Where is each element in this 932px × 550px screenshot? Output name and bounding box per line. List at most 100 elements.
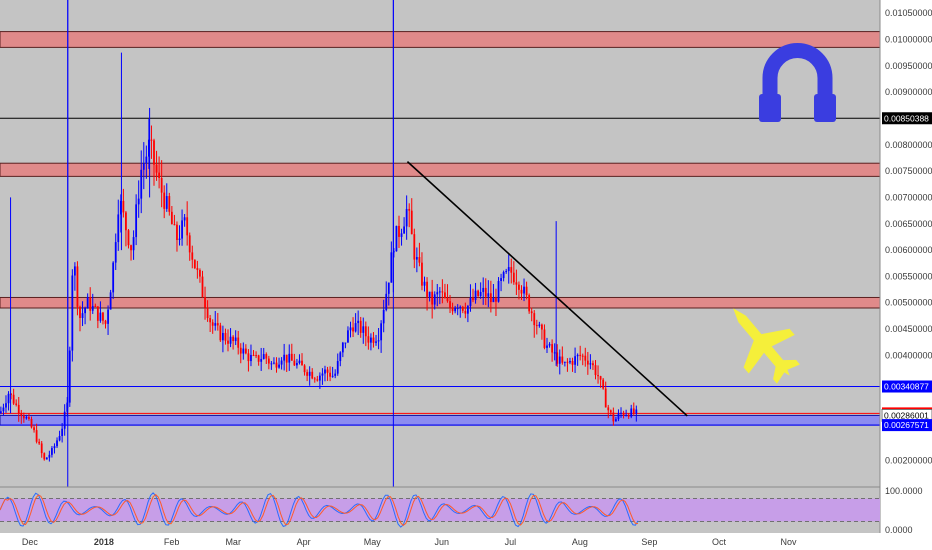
candle-body	[117, 214, 120, 243]
price-label-box	[882, 112, 932, 125]
candle-body	[142, 163, 145, 170]
candle-body	[431, 291, 434, 305]
candle-body	[357, 320, 360, 324]
candle-body	[362, 326, 365, 333]
candle-body	[216, 323, 219, 326]
time-tick-label: 2018	[94, 537, 114, 547]
candle-body	[410, 210, 413, 235]
candle-body	[538, 324, 541, 326]
plot-background	[0, 0, 880, 487]
stochastic-oscillator	[0, 492, 880, 528]
candle-body	[94, 305, 97, 307]
candle-body	[275, 362, 278, 368]
candle-body	[222, 332, 224, 341]
fighter-jet-icon	[733, 308, 800, 384]
candle-body	[84, 308, 86, 314]
candle-body	[247, 353, 250, 362]
candle-body	[86, 297, 89, 309]
candle-body	[454, 308, 457, 312]
time-tick-label: Sep	[641, 537, 657, 547]
candle-body	[617, 413, 620, 420]
candle-body	[449, 301, 451, 308]
candle-body	[183, 217, 186, 221]
time-tick-label: Apr	[297, 537, 311, 547]
candle-body	[104, 320, 107, 324]
oscillator-d-line	[0, 493, 639, 527]
horizontal-levels	[0, 117, 880, 426]
oscillator-tick-label: 100.0000	[885, 486, 923, 496]
candle-body	[43, 453, 46, 460]
candle-body	[512, 272, 515, 283]
time-axis[interactable]: Dec 2018 Feb Mar Apr May Jun Jul Aug Sep Oct Nov	[22, 537, 797, 547]
price-tick-label: 0.00950000	[885, 61, 932, 71]
candle-body	[464, 310, 467, 314]
candle-body	[418, 257, 421, 263]
candle-body	[15, 403, 18, 405]
candle-body	[255, 355, 257, 357]
candle-body	[354, 323, 357, 332]
candle-body	[181, 220, 183, 239]
candle-body	[563, 361, 566, 363]
candle-body	[415, 257, 418, 260]
candle-body	[339, 352, 342, 362]
candle-body	[56, 440, 58, 447]
candle-body	[313, 378, 316, 380]
price-label-text: 0.00267571	[884, 420, 929, 430]
candle-body	[168, 196, 171, 212]
candle-body	[459, 306, 462, 309]
candle-body	[252, 354, 255, 356]
candle-body	[234, 337, 237, 342]
candle-body	[607, 407, 610, 411]
candle-body	[278, 364, 280, 368]
candle-body	[456, 308, 459, 310]
candle-body	[153, 140, 155, 165]
candle-body	[377, 340, 380, 342]
candle-body	[45, 457, 48, 460]
candle-body	[474, 290, 477, 301]
trendline[interactable]	[406, 161, 688, 417]
candle-body	[444, 292, 446, 299]
price-axis[interactable]: 0.00200000 0.00400000 0.00450000 0.00500000…	[885, 8, 932, 466]
resistance-zone	[0, 162, 881, 177]
candle-body	[392, 251, 395, 253]
candle-body	[30, 418, 33, 428]
candle-body	[421, 262, 423, 286]
candle-body	[395, 225, 398, 252]
time-tick-label: Jul	[505, 537, 517, 547]
candle-body	[288, 353, 291, 363]
candle-body	[548, 344, 551, 346]
candle-body	[586, 360, 589, 365]
candle-body	[125, 212, 127, 231]
candle-body	[257, 355, 260, 362]
candle-body	[250, 354, 252, 362]
candle-body	[520, 289, 523, 294]
time-tick-label: Aug	[572, 537, 588, 547]
candle-body	[492, 297, 495, 303]
candle-body	[237, 337, 240, 348]
support-zone	[0, 414, 881, 426]
candle-body	[553, 352, 556, 354]
candle-body	[273, 362, 275, 364]
candle-body	[61, 428, 64, 437]
candle-body	[191, 252, 194, 260]
candle-body	[594, 365, 597, 376]
candle-body	[625, 414, 628, 416]
candle-body	[224, 332, 227, 341]
candle-body	[413, 234, 416, 260]
candle-body	[73, 266, 76, 276]
candle-body	[543, 329, 546, 348]
candle-body	[518, 284, 520, 290]
candle-body	[267, 358, 270, 364]
candle-body	[58, 436, 61, 441]
candle-body	[2, 407, 5, 412]
candle-body	[165, 196, 168, 209]
candle-body	[145, 156, 148, 164]
candle-body	[461, 306, 464, 311]
candle-body	[301, 360, 303, 366]
oscillator-axis: 100.0000 0.0000	[885, 486, 923, 535]
candle-body	[579, 354, 582, 356]
candle-body	[615, 419, 617, 422]
price-tick-label: 0.00450000	[885, 324, 932, 334]
price-label-text: 0.00286001	[884, 410, 929, 420]
